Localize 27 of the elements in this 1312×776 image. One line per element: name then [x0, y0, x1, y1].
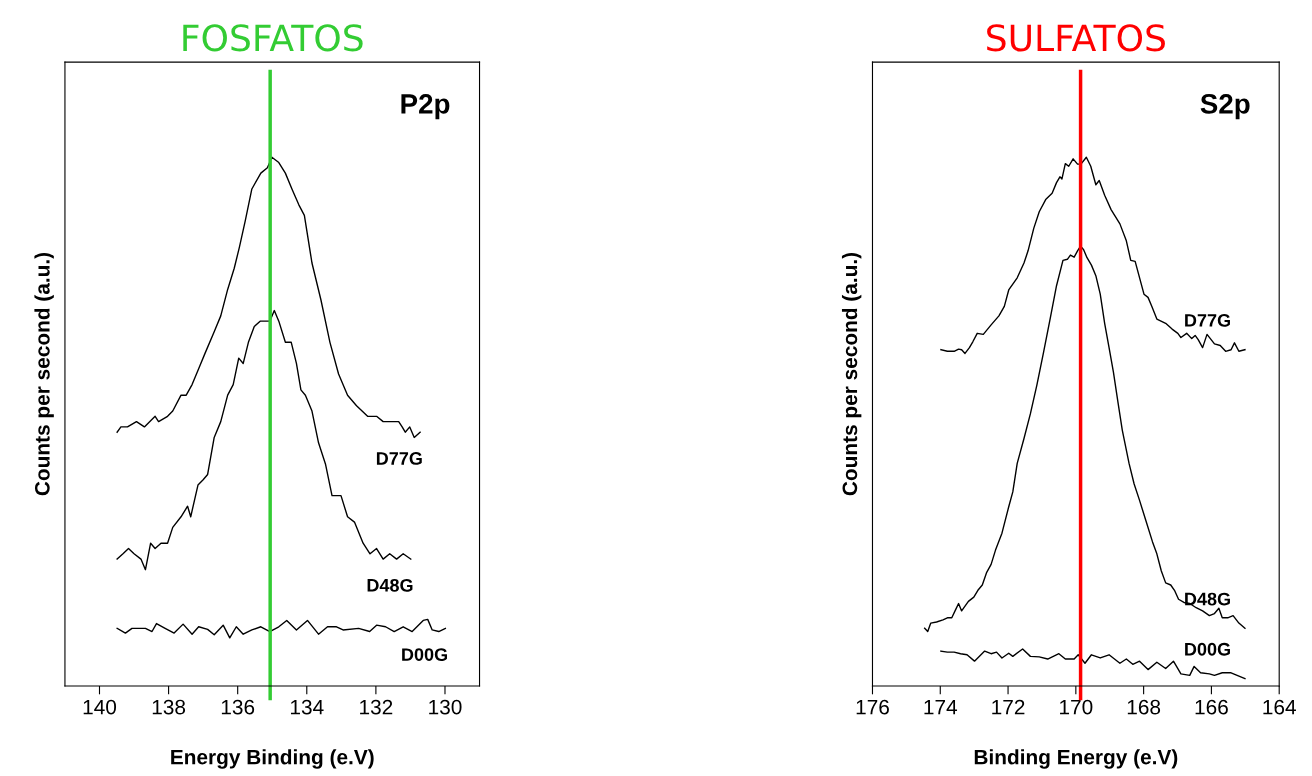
x-tick-label: 130 — [429, 699, 462, 715]
x-tick-label: 140 — [83, 699, 117, 715]
chart-subtitle: P2p — [401, 94, 450, 120]
x-axis-title: Binding Energy (e.V) — [974, 749, 1178, 769]
series-label: D48G — [1185, 592, 1230, 606]
x-tick-label: 164 — [1263, 699, 1296, 715]
x-tick-label: 168 — [1127, 699, 1161, 715]
x-tick-label: 136 — [221, 699, 255, 715]
y-axis-title: Counts per second (a.u.) — [841, 252, 862, 496]
x-axis-title: Energy Binding (e.V) — [171, 749, 374, 769]
x-tick-label: 172 — [992, 699, 1025, 715]
x-tick-label: 134 — [291, 699, 324, 715]
x-tick-label: 132 — [360, 699, 393, 715]
x-tick-label: 174 — [924, 699, 958, 715]
series-label: D00G — [1185, 642, 1230, 656]
chart-title: SULFATOS — [987, 24, 1165, 52]
x-tick-label: 170 — [1060, 699, 1093, 715]
chart-title: FOSFATOS — [183, 24, 363, 52]
series-label: D77G — [376, 452, 422, 465]
chart-subtitle: S2p — [1200, 94, 1250, 120]
series-label: D00G — [402, 648, 447, 661]
x-tick-label: 176 — [856, 699, 889, 715]
y-axis-title: Counts per second (a.u.) — [34, 252, 54, 496]
x-tick-label: 166 — [1195, 699, 1228, 715]
series-label: D48G — [367, 578, 413, 592]
series-label: D77G — [1185, 313, 1230, 327]
x-tick-label: 138 — [152, 699, 186, 715]
